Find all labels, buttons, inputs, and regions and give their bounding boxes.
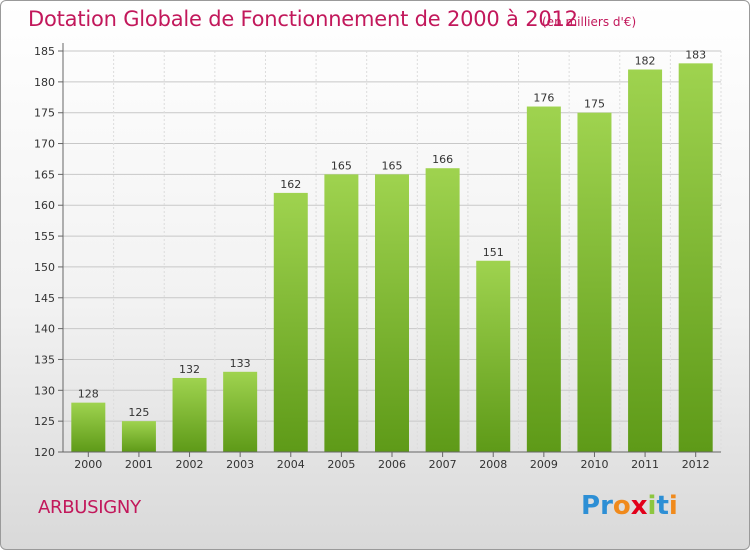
bar[interactable] (324, 174, 359, 452)
x-tick-label: 2000 (74, 458, 102, 471)
bar-value-label: 166 (432, 153, 453, 166)
logo-letter: i (668, 491, 678, 521)
bar[interactable] (476, 260, 511, 452)
logo-letter: i (647, 491, 657, 521)
bar[interactable] (121, 421, 156, 452)
y-tick-label: 150 (34, 261, 55, 274)
y-tick-label: 160 (34, 199, 55, 212)
y-tick-label: 180 (34, 76, 55, 89)
bar[interactable] (577, 112, 612, 452)
y-tick-label: 175 (34, 107, 55, 120)
x-tick-label: 2007 (429, 458, 457, 471)
bar-value-label: 125 (128, 406, 149, 419)
logo-letter: r (600, 491, 613, 521)
bar[interactable] (172, 377, 207, 452)
y-tick-label: 155 (34, 230, 55, 243)
bar[interactable] (223, 371, 258, 452)
y-tick-label: 140 (34, 323, 55, 336)
bar[interactable] (425, 168, 460, 452)
x-tick-label: 2011 (631, 458, 659, 471)
bar[interactable] (71, 402, 106, 452)
bar[interactable] (628, 69, 663, 452)
x-tick-label: 2012 (682, 458, 710, 471)
x-tick-label: 2009 (530, 458, 558, 471)
logo-letter: t (656, 491, 669, 521)
logo-letter: x (630, 491, 648, 521)
bar[interactable] (375, 174, 409, 452)
x-tick-label: 2002 (176, 458, 204, 471)
logo-letter: P (581, 491, 601, 521)
bar-value-label: 133 (230, 357, 251, 370)
proxiti-logo[interactable]: Proxiti (581, 491, 678, 521)
y-tick-label: 125 (34, 415, 55, 428)
unit-note: (en milliers d'€) (542, 15, 637, 29)
bar-value-label: 165 (382, 159, 403, 172)
bar-value-label: 162 (280, 178, 301, 191)
x-tick-label: 2004 (277, 458, 305, 471)
bar-value-label: 132 (179, 363, 200, 376)
x-tick-label: 2006 (378, 458, 406, 471)
y-tick-label: 145 (34, 292, 55, 305)
bar-value-label: 151 (483, 246, 504, 259)
x-tick-label: 2003 (226, 458, 254, 471)
axes: 120 125 130 135 140 145 150 155 160 165 170 175 180 1… (34, 43, 721, 471)
y-tick-label: 185 (34, 45, 55, 58)
y-tick-label: 135 (34, 353, 55, 366)
bar-value-label: 165 (331, 159, 352, 172)
commune-name: ARBUSIGNY (38, 497, 141, 518)
x-tick-label: 2001 (125, 458, 153, 471)
y-tick-label: 170 (34, 138, 55, 151)
bar-value-label: 182 (635, 55, 656, 68)
y-tick-label: 165 (34, 168, 55, 181)
x-tick-label: 2010 (580, 458, 608, 471)
y-tick-label: 120 (34, 446, 55, 459)
bar-value-label: 128 (78, 388, 99, 401)
bar[interactable] (678, 63, 713, 452)
logo-letter: o (612, 491, 631, 521)
y-tick-label: 130 (34, 384, 55, 397)
bar[interactable] (273, 192, 308, 452)
bars: 128 125 132 133 162 165 165 166 151 176 175 182 183 (71, 48, 713, 453)
x-tick-label: 2005 (327, 458, 355, 471)
bar-value-label: 176 (533, 92, 554, 105)
bar[interactable] (526, 106, 561, 453)
x-tick-label: 2008 (479, 458, 507, 471)
bar-value-label: 175 (584, 98, 605, 111)
chart-title: Dotation Globale de Fonctionnement de 20… (28, 7, 578, 31)
bar-value-label: 183 (685, 48, 706, 61)
